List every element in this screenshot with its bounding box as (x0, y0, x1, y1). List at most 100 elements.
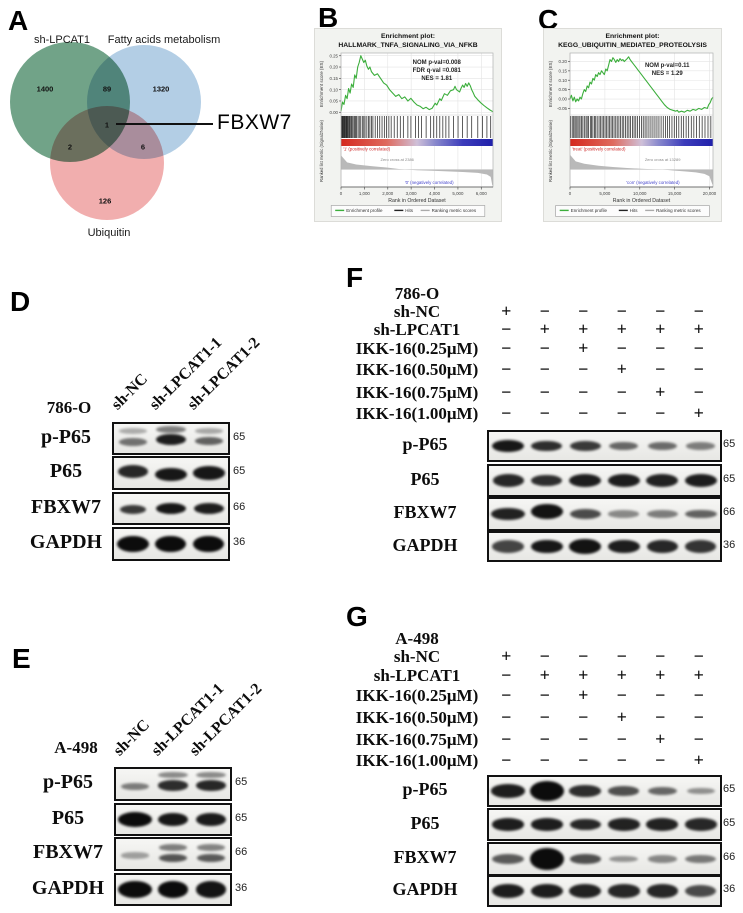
condition-symbol: − (616, 301, 627, 321)
legend-label: Hits (405, 208, 413, 213)
panel-e-letter: E (12, 643, 31, 674)
condition-symbol: − (655, 750, 666, 770)
blot-box (487, 430, 722, 462)
protein-band (193, 466, 225, 480)
gsea-plot-ubiquitin-proteolysis: 0 5,000 10,000 15,000 20,000 0.20 0.15 0.10 0.05… (543, 28, 722, 222)
protein-band (530, 539, 563, 554)
condition-label: sh-NC (393, 647, 441, 666)
protein-band (684, 473, 717, 488)
blot-box (487, 531, 722, 562)
gsea-title-line1: Enrichment plot: (606, 33, 660, 40)
venn-count: 6 (140, 142, 146, 152)
venn-count: 89 (102, 84, 112, 94)
protein-band (531, 474, 563, 487)
protein-label: FBXW7 (393, 847, 457, 867)
venn-set-label: Fatty acids metabolism (107, 34, 221, 46)
x-tick-label: 2,000 (382, 191, 394, 196)
gsea-title-line1: Enrichment plot: (381, 33, 435, 40)
protein-label: GAPDH (392, 879, 458, 899)
protein-band (492, 474, 524, 487)
condition-symbol: − (616, 403, 627, 423)
condition-symbol: + (616, 665, 627, 685)
gsea-stat: NES = 1.81 (421, 76, 453, 82)
protein-band (193, 502, 225, 515)
lane-label: sh-NC (110, 716, 154, 760)
protein-band (158, 844, 188, 851)
blot-box (487, 875, 722, 907)
y-tick-label: 0.00 (558, 97, 567, 102)
protein-band (607, 539, 640, 554)
gsea-chart: 0 1,000 2,000 3,000 4,000 5,000 6,000 0.25 0.20 0… (319, 33, 494, 217)
panel-a-letter: A (8, 5, 29, 36)
protein-band (646, 509, 678, 519)
callout-line (116, 123, 213, 125)
protein-band (529, 847, 564, 871)
protein-band (646, 818, 679, 831)
protein-band (686, 787, 715, 795)
condition-symbol: + (578, 338, 589, 358)
condition-symbol: − (655, 685, 666, 705)
molecular-weight-marker: 65 (235, 776, 248, 788)
protein-band (569, 473, 602, 488)
condition-symbol: − (693, 382, 704, 402)
metric-axis-label: Ranked list metric (Signal2Noise) (319, 119, 324, 182)
protein-band (195, 780, 227, 791)
protein-band (685, 885, 717, 897)
protein-band (569, 440, 601, 452)
condition-symbol: − (501, 750, 512, 770)
protein-band (531, 440, 563, 452)
condition-symbol: − (539, 403, 550, 423)
condition-symbol: − (616, 382, 627, 402)
protein-band (646, 473, 679, 488)
condition-symbol: − (578, 729, 589, 749)
y-tick-label: 0.00 (329, 110, 338, 115)
condition-symbol: + (501, 646, 512, 666)
blot-box (487, 464, 722, 497)
condition-symbol: − (539, 685, 550, 705)
condition-symbol: + (655, 665, 666, 685)
blot-box (114, 803, 232, 836)
gsea-stat: FDR q-val =0.081 (413, 68, 462, 74)
cell-line-label: 786-O (394, 284, 440, 303)
protein-label: FBXW7 (33, 841, 103, 863)
y-tick-label: -0.05 (557, 106, 568, 111)
protein-band (118, 438, 148, 446)
condition-label: IKK-16(0.75μM) (355, 383, 479, 402)
protein-band (685, 854, 717, 864)
condition-symbol: − (501, 685, 512, 705)
es-axis-label: Enrichment score (ES) (548, 60, 553, 107)
x-tick-label: 0 (569, 191, 572, 196)
x-tick-label: 1,000 (359, 191, 371, 196)
condition-symbol: + (501, 301, 512, 321)
protein-band (684, 818, 717, 831)
venn-count: 2 (67, 142, 73, 152)
condition-symbol: + (693, 403, 704, 423)
condition-symbol: − (616, 646, 627, 666)
y-tick-label: 0.20 (329, 65, 338, 70)
condition-symbol: − (578, 301, 589, 321)
blot-box (114, 873, 232, 906)
es-axis-label: Enrichment score (ES) (319, 60, 324, 107)
molecular-weight-marker: 65 (723, 816, 736, 829)
protein-band (116, 535, 150, 553)
protein-band (155, 502, 187, 515)
protein-band (647, 441, 677, 451)
condition-symbol: − (578, 750, 589, 770)
positively-correlated-label: 'treat' (positively correlated) (572, 147, 626, 152)
condition-symbol: + (616, 359, 627, 379)
condition-symbol: − (539, 707, 550, 727)
x-tick-label: 4,000 (429, 191, 441, 196)
blot-box (112, 456, 230, 490)
gsea-stat: NOM p-val=0.11 (645, 63, 690, 69)
condition-symbol: + (578, 685, 589, 705)
condition-label: sh-NC (393, 302, 441, 321)
protein-band (609, 855, 639, 863)
molecular-weight-marker: 36 (235, 881, 248, 894)
x-tick-label: 5,000 (599, 191, 611, 196)
protein-label: P65 (410, 812, 440, 833)
venn-count: 126 (98, 196, 112, 206)
gsea-title-line2: HALLMARK_TNFA_SIGNALING_VIA_NFKB (338, 42, 477, 49)
x-tick-label: 0 (340, 191, 343, 196)
protein-band (157, 812, 189, 827)
